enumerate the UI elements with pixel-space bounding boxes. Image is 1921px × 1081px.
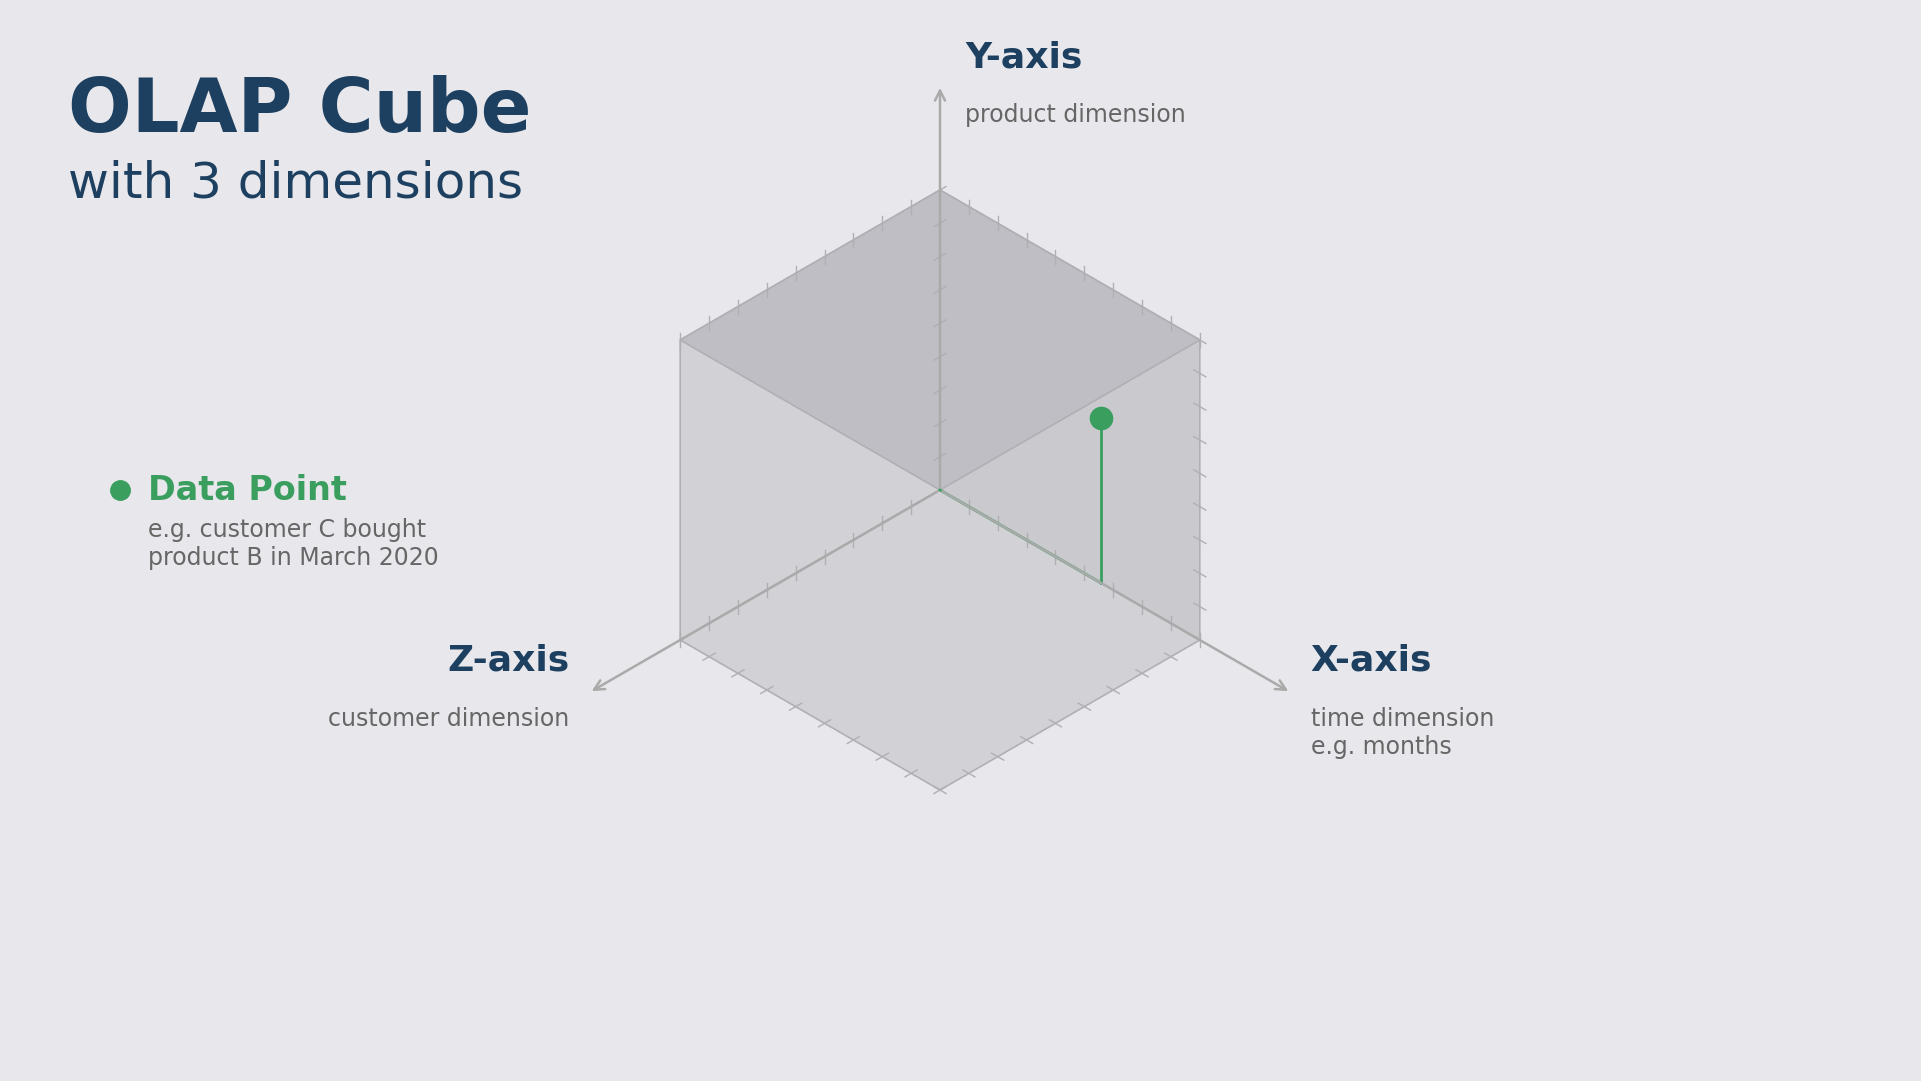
Text: with 3 dimensions: with 3 dimensions	[67, 160, 523, 208]
Polygon shape	[939, 190, 1201, 640]
Text: Z-axis: Z-axis	[448, 643, 569, 678]
Text: Y-axis: Y-axis	[964, 41, 1082, 75]
Text: Data Point: Data Point	[148, 473, 348, 507]
Polygon shape	[680, 190, 939, 640]
Text: X-axis: X-axis	[1310, 643, 1433, 678]
Text: OLAP Cube: OLAP Cube	[67, 75, 532, 148]
Text: customer dimension: customer dimension	[328, 707, 569, 732]
Text: e.g. customer C bought
product B in March 2020: e.g. customer C bought product B in Marc…	[148, 518, 438, 570]
Polygon shape	[680, 190, 1201, 490]
Polygon shape	[680, 490, 1201, 790]
Text: time dimension
e.g. months: time dimension e.g. months	[1310, 707, 1495, 759]
Text: product dimension: product dimension	[964, 103, 1185, 126]
